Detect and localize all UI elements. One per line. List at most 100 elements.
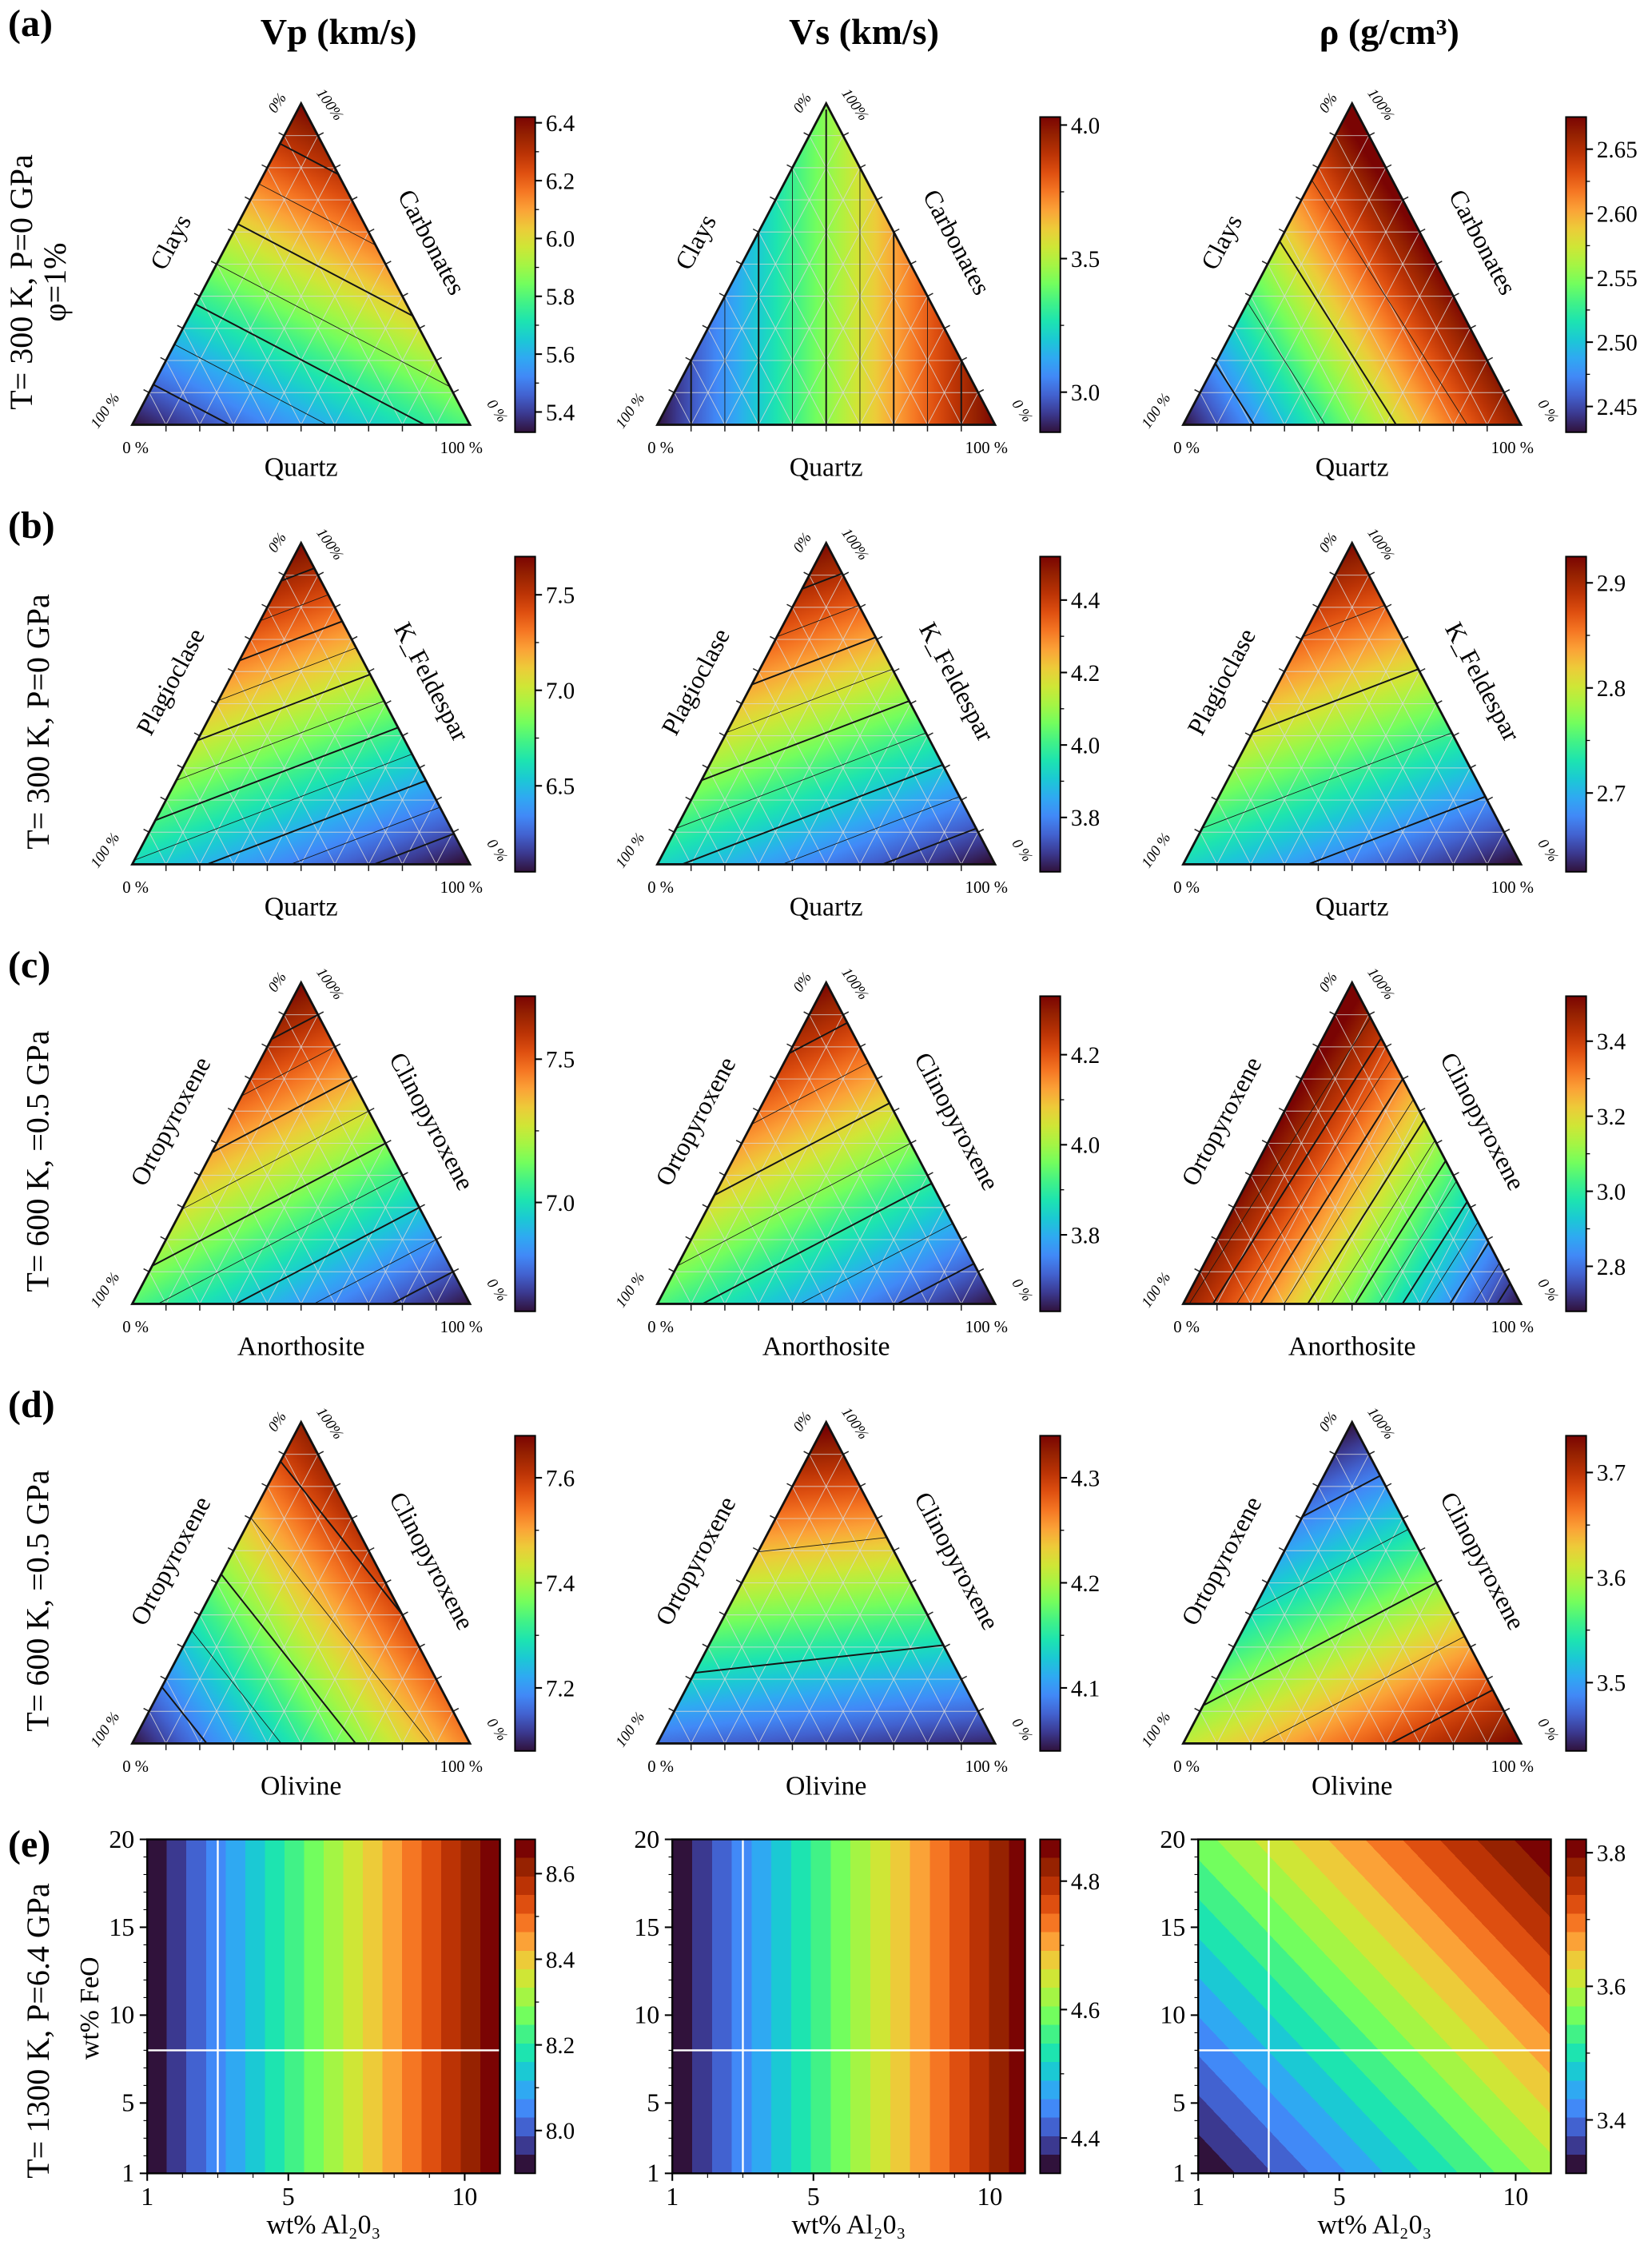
bottom-right-edge-tick-label: 0 % — [1009, 396, 1036, 425]
bottom-axis-min-label: 0 % — [1173, 879, 1200, 897]
bottom-axis-max-label: 100 % — [440, 440, 483, 457]
row-d: (d) T= 600 K, =0.5 GPa Ortopyroxene Clin… — [0, 1381, 1652, 1821]
ternary-plot: Plagioclase K_Feldespar Quartz 0% 100% 1… — [87, 525, 575, 921]
svg-text:5: 5 — [1332, 2183, 1345, 2211]
bottom-right-edge-tick-label: 0 % — [483, 1276, 510, 1304]
colorbar-gradient — [1565, 1435, 1587, 1752]
crosshair-lines — [147, 1839, 500, 2174]
colorbar: 3.4 3.6 3.8 — [1565, 1838, 1626, 2175]
ternary-outline — [130, 101, 472, 426]
svg-text:2.60: 2.60 — [1596, 201, 1637, 227]
apex-left-tick-label: 0% — [1316, 969, 1341, 996]
ternary-plot: Ortopyroxene Clinopyroxene Olivine 0% 10… — [1138, 1404, 1626, 1801]
colorbar-ticks: 3.4 3.6 3.8 — [1586, 1841, 1626, 2134]
row-a-condition: T= 300 K, P=0 GPa φ=1% — [2, 154, 73, 410]
svg-text:4.4: 4.4 — [1071, 2126, 1101, 2151]
svg-text:5.8: 5.8 — [546, 285, 575, 310]
svg-text:4.2: 4.2 — [1071, 661, 1100, 687]
panel-letter-e: (e) — [8, 1823, 51, 1865]
svg-text:5: 5 — [282, 2183, 295, 2211]
svg-text:20: 20 — [635, 1825, 660, 1853]
bottom-axis-min-label: 0 % — [1173, 440, 1200, 457]
ternary-outline — [655, 1419, 997, 1745]
bottom-left-edge-tick-label: 100 % — [1138, 1709, 1174, 1750]
colorbar: 3.8 4.0 4.2 4.4 — [1039, 555, 1101, 873]
contour-color-field — [147, 1839, 500, 2174]
apex-right-tick-label: 100% — [838, 86, 872, 124]
apex-left-tick-label: 0% — [265, 530, 290, 556]
bottom-component-label: Quartz — [790, 892, 863, 921]
left-component-label: Plagioclase — [131, 624, 210, 740]
crosshair-lines — [672, 1839, 1025, 2174]
svg-text:5: 5 — [1172, 2089, 1185, 2117]
svg-text:3.8: 3.8 — [1596, 1841, 1625, 1867]
colorbar: 2.45 2.50 2.55 2.60 2.65 — [1565, 116, 1637, 433]
ternary-outline — [1180, 1419, 1523, 1745]
svg-text:3.0: 3.0 — [1071, 380, 1100, 406]
apex-left-tick-label: 0% — [1316, 530, 1341, 556]
x-axis-label: wt% Al₂0₃ — [266, 2210, 380, 2239]
panel-b-vp: Plagioclase K_Feldespar Quartz 0% 100% 1… — [76, 502, 601, 941]
apex-left-tick-label: 0% — [1316, 1409, 1341, 1435]
svg-text:8.2: 8.2 — [546, 2033, 575, 2059]
bottom-left-edge-tick-label: 100 % — [1138, 830, 1174, 871]
right-component-label: Carbonates — [918, 185, 996, 299]
bottom-left-edge-tick-label: 100 % — [613, 1269, 649, 1311]
bottom-axis-max-label: 100 % — [965, 1319, 1008, 1336]
column-title-vs: Vs (km/s) — [789, 10, 939, 52]
ternary-plot: Ortopyroxene Clinopyroxene Anorthosite 0… — [1138, 965, 1626, 1361]
panel-letter-c: (c) — [8, 944, 51, 986]
panel-letter-d: (d) — [8, 1383, 55, 1426]
apex-left-tick-label: 0% — [265, 969, 290, 996]
svg-text:1: 1 — [141, 2183, 153, 2211]
svg-text:3.7: 3.7 — [1596, 1461, 1625, 1487]
panel-d-vp: Ortopyroxene Clinopyroxene Olivine 0% 10… — [76, 1381, 601, 1821]
svg-text:1: 1 — [121, 2159, 134, 2187]
ternary-outline — [1180, 540, 1523, 866]
bottom-right-edge-tick-label: 0 % — [1534, 1715, 1561, 1744]
y-axis-label: wt% FeO — [76, 1956, 105, 2060]
bottom-left-edge-tick-label: 100 % — [1138, 1269, 1174, 1311]
panel-e-vs: 1 5 10 1 5 10 15 20 wt% Al₂0₃ 4.4 4.6 4.8 — [601, 1821, 1126, 2241]
colorbar-ticks: 2.7 2.8 2.9 — [1586, 571, 1626, 807]
column-title-rho: ρ (g/cm³) — [1319, 10, 1459, 52]
colorbar-gradient — [1039, 1435, 1061, 1752]
bottom-component-label: Quartz — [265, 452, 338, 482]
colorbar-ticks: 7.0 7.5 — [535, 1048, 575, 1216]
colorbar-gradient — [514, 555, 536, 873]
bottom-component-label: Quartz — [1315, 892, 1388, 921]
ternary-field-group — [132, 103, 470, 425]
bottom-component-label: Quartz — [265, 892, 338, 921]
colorbar: 6.5 7.0 7.5 — [514, 555, 575, 873]
x-axis-ticks: 1 5 10 — [667, 2173, 1003, 2211]
contour-color-field — [672, 1839, 1025, 2174]
panel-a-rho: Clays Carbonates Quartz 0% 100% 100 % 0 … — [1127, 62, 1652, 502]
ternary-outline — [655, 101, 997, 426]
row-c-condition: T= 600 K, =0.5 GPa — [19, 1030, 56, 1292]
apex-right-tick-label: 100% — [1363, 86, 1397, 124]
row-e-condition: T= 1300 K, P=6.4 GPa — [19, 1883, 56, 2179]
apex-left-tick-label: 0% — [265, 1409, 290, 1435]
bottom-left-edge-tick-label: 100 % — [87, 1269, 123, 1311]
svg-text:5.4: 5.4 — [546, 400, 575, 426]
ternary-outline — [655, 980, 997, 1305]
svg-text:2.45: 2.45 — [1596, 395, 1637, 420]
svg-text:20: 20 — [1160, 1825, 1185, 1853]
svg-text:4.2: 4.2 — [1071, 1043, 1100, 1069]
right-component-label: K_Feldespar — [388, 618, 475, 746]
ternary-plot: Clays Carbonates Quartz 0% 100% 100 % 0 … — [1138, 86, 1637, 482]
bottom-component-label: Olivine — [1312, 1771, 1392, 1801]
column-title-vp: Vp (km/s) — [260, 10, 417, 52]
ternary-outline — [1180, 980, 1523, 1305]
svg-text:3.2: 3.2 — [1596, 1105, 1625, 1130]
apex-right-tick-label: 100% — [312, 86, 346, 124]
svg-text:10: 10 — [1503, 2183, 1528, 2211]
left-component-label: Clays — [1196, 210, 1248, 275]
apex-right-tick-label: 100% — [1363, 965, 1397, 1003]
bottom-axis-max-label: 100 % — [965, 1758, 1008, 1776]
svg-text:2.55: 2.55 — [1596, 266, 1637, 292]
